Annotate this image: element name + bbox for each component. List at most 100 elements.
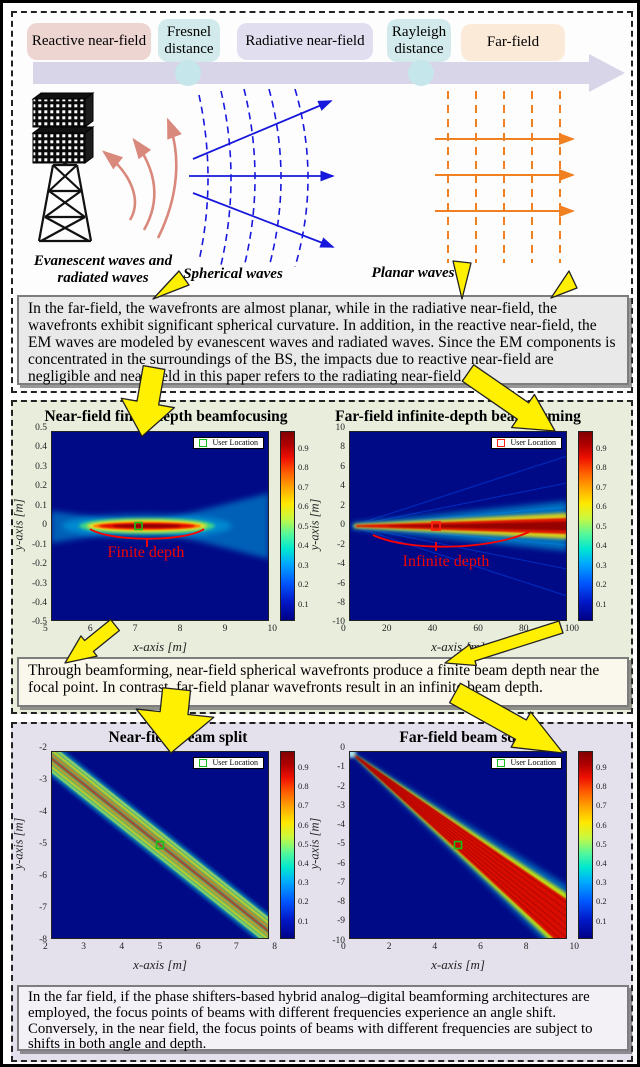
tick-label: 4	[119, 942, 125, 952]
plot4-xtick-labels: 0 2 4 6 8 10	[341, 942, 579, 953]
tick-label: 0.8	[596, 781, 607, 792]
tick-label: -8	[337, 597, 345, 608]
tick-label: 7	[234, 942, 239, 952]
region-rayleigh-distance: Rayleigh distance	[387, 19, 451, 62]
tick-label: -2	[337, 781, 345, 792]
plot3-xtick-labels: 2 3 4 5 6 7 8	[43, 942, 277, 953]
tick-label: 4	[432, 942, 438, 952]
plot2-colorbar-ticks: 0.9 0.8 0.7 0.6 0.5 0.4 0.3 0.2 0.1	[596, 444, 616, 608]
tick-label: 0.3	[298, 877, 309, 888]
tick-label: 10	[569, 942, 579, 952]
plot4-xlabel: x-axis [m]	[431, 957, 485, 972]
legend-label: User Location	[510, 758, 556, 767]
legend-label: User Location	[510, 438, 556, 447]
tick-label: 0.9	[596, 762, 607, 772]
tick-label: 0.1	[596, 598, 607, 609]
tick-label: 2	[386, 942, 392, 952]
far-field-beamforming-heatmap	[349, 431, 567, 621]
tick-label: 2	[43, 942, 48, 952]
plot2-ytick-labels: 10 8 6 4 2 0 -2 -4 -6 -8 -10	[323, 423, 346, 628]
region-reactive-near-field: Reactive near-field	[27, 23, 151, 60]
plot1-canvas: User Location Finite depth	[51, 431, 269, 621]
tick-label: -4	[337, 820, 345, 830]
legend-label: User Location	[212, 438, 258, 447]
tick-label: 0.9	[298, 443, 309, 453]
near-field-beam-split-heatmap	[51, 751, 269, 939]
tick-label: 0.9	[298, 762, 309, 772]
plot2-legend: User Location	[491, 437, 562, 449]
tick-label: 0.4	[596, 540, 607, 551]
plot3-xlabel: x-axis [m]	[133, 957, 187, 972]
tick-label: 10	[335, 423, 346, 433]
tick-label: -5	[337, 839, 345, 850]
tick-label: 10	[267, 624, 277, 634]
tick-label: 0	[42, 520, 47, 531]
tick-label: 4	[340, 481, 345, 492]
tick-label: 0.7	[596, 800, 607, 811]
plot1-colorbar	[280, 431, 295, 621]
tick-label: 6	[478, 942, 483, 952]
tick-label: 0.2	[596, 896, 607, 907]
fresnel-distance-marker-icon	[175, 60, 201, 86]
near-field-beamfocusing-heatmap	[51, 431, 269, 621]
tick-label: 0.2	[35, 481, 47, 492]
plot4-title: Far-field beam squint	[399, 729, 543, 746]
tick-label: -2	[337, 539, 345, 550]
tick-label: 0.7	[298, 800, 309, 811]
tick-label: 0.2	[298, 579, 309, 590]
tick-label: 0	[340, 520, 345, 531]
user-location-marker	[431, 521, 441, 531]
tick-label: 0.9	[596, 443, 607, 453]
tick-label: -3	[337, 800, 345, 811]
plot3-ytick-labels: -2 -3 -4 -5 -6 -7 -8	[23, 743, 47, 946]
plot3-legend: User Location	[193, 757, 264, 769]
rayleigh-distance-marker-icon	[408, 60, 434, 86]
tick-label: -1	[337, 762, 345, 773]
plot3-title: Near-field beam split	[108, 729, 248, 746]
tick-label: -4	[337, 559, 345, 570]
tick-label: -8	[337, 897, 345, 907]
tick-label: -10	[332, 935, 345, 946]
plot4-ytick-labels: 0 -1 -2 -3 -4 -5 -6 -7 -8 -9 -10	[323, 743, 345, 946]
planar-waves-label: Planar waves	[371, 265, 455, 281]
far-field-beam-squint-heatmap	[349, 751, 567, 939]
plot4-canvas: User Location	[349, 751, 567, 939]
tick-label: -5	[39, 839, 47, 850]
tick-label: -9	[337, 916, 345, 927]
tick-label: 0.6	[298, 819, 309, 830]
tick-label: 0.8	[298, 462, 309, 473]
user-location-marker-icon	[199, 439, 208, 447]
tick-label: -6	[337, 858, 345, 869]
tick-label: 0.1	[35, 500, 47, 511]
tick-label: -0.5	[31, 617, 47, 628]
tick-label: -0.1	[31, 539, 47, 550]
plot2-xlabel: x-axis [m]	[431, 639, 485, 654]
caption-beam-squint: In the far field, if the phase shifters-…	[17, 985, 629, 1052]
tick-label: -4	[39, 807, 47, 818]
tick-label: 0.4	[35, 442, 47, 453]
tick-label: 0	[340, 743, 345, 753]
user-location-marker	[155, 840, 165, 850]
tick-label: 5	[157, 942, 163, 952]
tick-label: -0.3	[31, 578, 47, 589]
tick-label: -8	[39, 935, 47, 946]
spherical-waves-drawing	[189, 89, 335, 267]
plot3-colorbar	[280, 751, 295, 939]
tick-label: 8	[340, 442, 345, 453]
plot1-title: Near-field finite-depth beamfocusing	[44, 408, 288, 425]
tick-label: 8	[523, 942, 529, 952]
tick-label: 3	[81, 942, 86, 952]
tick-label: 0	[341, 624, 346, 634]
tick-label: -2	[39, 743, 47, 753]
tick-label: 0	[341, 942, 346, 952]
tick-label: 60	[473, 624, 483, 634]
tick-label: 5	[43, 624, 48, 634]
tick-label: 0.3	[298, 559, 309, 570]
tick-label: 6	[195, 942, 201, 952]
tick-label: 20	[381, 624, 392, 634]
plot1-ytick-labels: 0.5 0.4 0.3 0.2 0.1 0 -0.1 -0.2 -0.3 -0.4 -0.5	[23, 423, 47, 628]
plot4-legend: User Location	[491, 757, 562, 769]
tick-label: 0.2	[298, 896, 309, 907]
plot2-colorbar	[578, 431, 593, 621]
tick-label: 0.5	[596, 838, 607, 849]
